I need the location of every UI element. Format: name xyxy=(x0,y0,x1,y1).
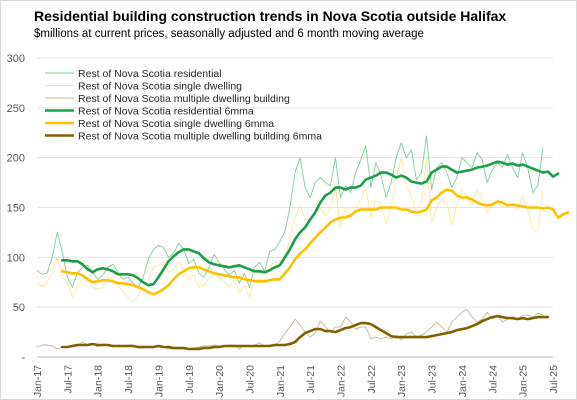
x-tick-label: Jul-23 xyxy=(427,365,439,394)
series-line xyxy=(60,188,570,296)
legend-label: Rest of Nova Scotia residential 6mma xyxy=(78,106,254,118)
x-tick-label: Jul-17 xyxy=(62,365,74,394)
x-tick-label: Jan-23 xyxy=(396,365,408,397)
series-line xyxy=(60,160,560,287)
x-tick-label: Jan-24 xyxy=(457,365,469,397)
y-tick-label: 300 xyxy=(7,53,25,65)
x-tick-label: Jan-20 xyxy=(214,365,226,397)
y-tick-label: 150 xyxy=(7,203,25,215)
legend-label: Rest of Nova Scotia multiple dwelling bu… xyxy=(78,93,290,105)
y-tick-label: 200 xyxy=(7,153,25,165)
x-tick-label: Jan-19 xyxy=(153,365,165,397)
x-tick-label: Jan-17 xyxy=(32,365,44,397)
x-tick-label: Jan-21 xyxy=(275,365,287,397)
gridlines xyxy=(37,57,553,358)
x-tick-label: Jul-22 xyxy=(366,365,378,394)
series-line xyxy=(36,135,544,288)
legend-label: Rest of Nova Scotia residential xyxy=(78,68,222,80)
y-axis: - 50 100 150 200 250 300 xyxy=(7,53,26,364)
series-line xyxy=(36,157,544,303)
y-tick-label: 50 xyxy=(13,302,25,314)
x-tick-label: Jan-22 xyxy=(336,365,348,397)
x-tick-label: Jul-19 xyxy=(184,365,196,394)
series-lines xyxy=(36,135,570,351)
y-tick-label: 100 xyxy=(7,252,25,264)
chart-title: Residential building construction trends… xyxy=(34,8,507,24)
x-tick-label: Jan-18 xyxy=(93,365,105,397)
x-tick-label: Jan-25 xyxy=(518,365,530,397)
x-tick-label: Jul-25 xyxy=(548,365,560,394)
legend-label: Rest of Nova Scotia multiple dwelling bu… xyxy=(78,131,322,143)
x-axis: Jan-17 Jul-17 Jan-18 Jul-18 Jan-19 Jul-19 Jan-… xyxy=(32,365,560,397)
legend-label: Rest of Nova Scotia single dwelling xyxy=(78,81,242,93)
x-tick-label: Jul-18 xyxy=(123,365,135,394)
y-tick-label: - xyxy=(21,352,25,364)
x-tick-label: Jul-21 xyxy=(305,365,317,394)
x-tick-label: Jul-20 xyxy=(244,365,256,394)
x-tick-label: Jul-24 xyxy=(487,365,499,394)
chart-subtitle: $millions at current prices, seasonally … xyxy=(34,28,424,40)
y-tick-label: 250 xyxy=(7,103,25,115)
legend-label: Rest of Nova Scotia single dwelling 6mma xyxy=(78,118,274,130)
series-line xyxy=(60,314,550,351)
